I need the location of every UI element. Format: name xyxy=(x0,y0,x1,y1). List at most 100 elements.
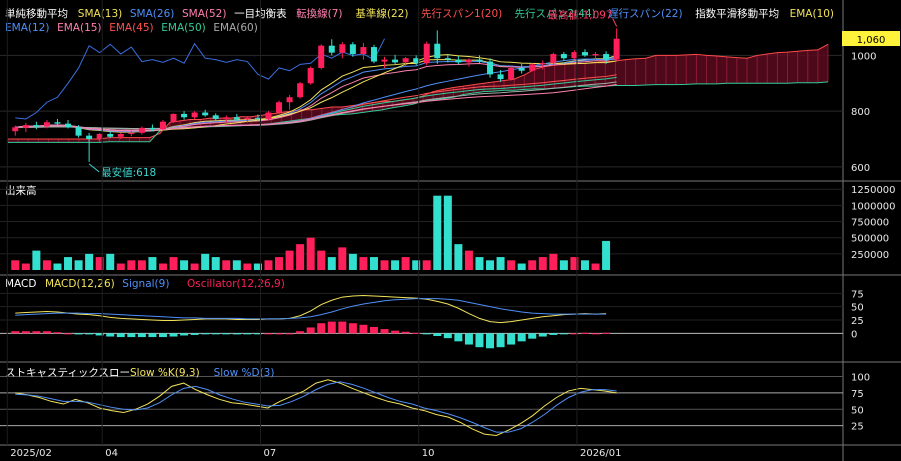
price-tick-label: 600 xyxy=(851,163,870,174)
candle-body xyxy=(276,102,283,113)
oscillator-bar xyxy=(369,326,378,334)
candle-body xyxy=(22,125,29,128)
volume-bar xyxy=(74,260,83,270)
legend-item: EMA(15) xyxy=(57,22,101,34)
oscillator-bar xyxy=(391,330,400,334)
oscillator-bar xyxy=(348,323,357,334)
candle-body xyxy=(392,59,399,63)
candle-body xyxy=(307,67,314,84)
candle-body xyxy=(370,47,377,62)
cloud-fill xyxy=(8,44,828,143)
volume-bar xyxy=(559,260,568,270)
last-price-badge: 1,060 xyxy=(842,31,900,46)
volume-bar xyxy=(42,260,51,270)
volume-bar xyxy=(137,260,146,270)
volume-bar xyxy=(327,257,336,270)
volume-bar xyxy=(264,260,273,270)
oscillator-bar xyxy=(580,332,589,334)
volume-bar xyxy=(380,260,389,270)
oscillator-bar xyxy=(180,333,189,336)
oscillator-bar xyxy=(116,333,125,338)
volume-bar xyxy=(433,195,442,270)
candle-body xyxy=(592,54,599,56)
oscillator-bar xyxy=(570,333,579,335)
legend-item: 基準線(22) xyxy=(355,7,408,20)
stochastic-tick-label: 100 xyxy=(851,373,870,384)
candle-body xyxy=(138,127,145,133)
volume-bar xyxy=(549,253,558,270)
macd-tick-label: 75 xyxy=(851,289,864,300)
legend-item: 単純移動平均 xyxy=(5,7,68,20)
oscillator-bar xyxy=(359,324,368,334)
candle-body xyxy=(529,64,536,71)
candle-body xyxy=(202,112,209,116)
date-tick-label: 10 xyxy=(422,448,435,459)
candle-body xyxy=(233,117,240,120)
volume-bar xyxy=(570,257,579,270)
oscillator-bar xyxy=(486,333,495,349)
candle-body xyxy=(43,122,50,127)
oscillator-bar xyxy=(338,321,347,334)
macd-tick-label: 0 xyxy=(851,329,857,340)
candle-body xyxy=(318,45,325,68)
oscillator-bar xyxy=(21,331,30,334)
legend-item: EMA(50) xyxy=(161,22,205,34)
candle-body xyxy=(107,133,114,137)
oscillator-bar xyxy=(42,331,51,334)
volume-bar xyxy=(317,250,326,270)
candle-body xyxy=(497,74,504,80)
candle-body xyxy=(170,113,177,122)
candle-body xyxy=(96,133,103,139)
candle-body xyxy=(128,132,135,134)
oscillator-bar xyxy=(74,333,83,335)
candle-body xyxy=(581,52,588,56)
oscillator-bar xyxy=(517,333,526,342)
volume-bar xyxy=(11,260,20,270)
oscillator-bar xyxy=(137,333,146,338)
candle-body xyxy=(65,123,72,128)
volume-grid xyxy=(0,188,843,255)
macd-legend-item: Oscillator(12,26,9) xyxy=(187,278,285,290)
slow-k-line xyxy=(15,379,617,436)
volume-bar xyxy=(32,250,41,270)
oscillator-bar xyxy=(507,333,516,345)
volume-bar xyxy=(602,240,611,270)
oscillator-bar xyxy=(528,333,537,339)
oscillator-bar xyxy=(464,333,473,345)
legend-item: SMA(13) xyxy=(78,8,122,20)
candle-body xyxy=(339,44,346,53)
stochastic-axis: 25 50 75 100 xyxy=(851,373,870,433)
last-price-box xyxy=(842,31,900,46)
volume-bar xyxy=(116,263,125,270)
volume-bar xyxy=(412,260,421,270)
volume-bar xyxy=(148,257,157,270)
date-axis: 2025/02 04 07 10 2026/01 xyxy=(6,0,622,459)
oscillator-bar xyxy=(317,323,326,334)
oscillator-bar xyxy=(380,329,389,334)
candle-body xyxy=(476,59,483,62)
legend-item: 先行スパン2(44) xyxy=(515,7,596,20)
volume-bar xyxy=(64,257,73,270)
candle-body xyxy=(508,67,515,80)
candle-body xyxy=(550,54,557,64)
candle-body xyxy=(603,54,610,60)
macd-tick-label: 25 xyxy=(851,316,864,327)
candle-body xyxy=(613,38,620,60)
legend-item: EMA(60) xyxy=(213,22,257,34)
candle-body xyxy=(212,115,219,119)
oscillator-bar xyxy=(95,333,104,336)
oscillator-bar xyxy=(201,333,210,335)
volume-bars xyxy=(11,195,611,270)
candle-body xyxy=(571,52,578,59)
volume-bar xyxy=(306,237,315,270)
date-tick-label: 04 xyxy=(105,448,118,459)
stochastic-tick-label: 75 xyxy=(851,389,864,400)
volume-bar xyxy=(127,260,136,270)
candle-body xyxy=(444,58,451,60)
price-legend: 単純移動平均 SMA(13) SMA(26) SMA(52) 一目均衡表 転換線(7) 基準… xyxy=(5,7,834,34)
oscillator-bar xyxy=(559,333,568,335)
volume-bar xyxy=(169,257,178,270)
candle-body xyxy=(254,117,261,119)
date-tick-label: 2026/01 xyxy=(580,448,622,459)
